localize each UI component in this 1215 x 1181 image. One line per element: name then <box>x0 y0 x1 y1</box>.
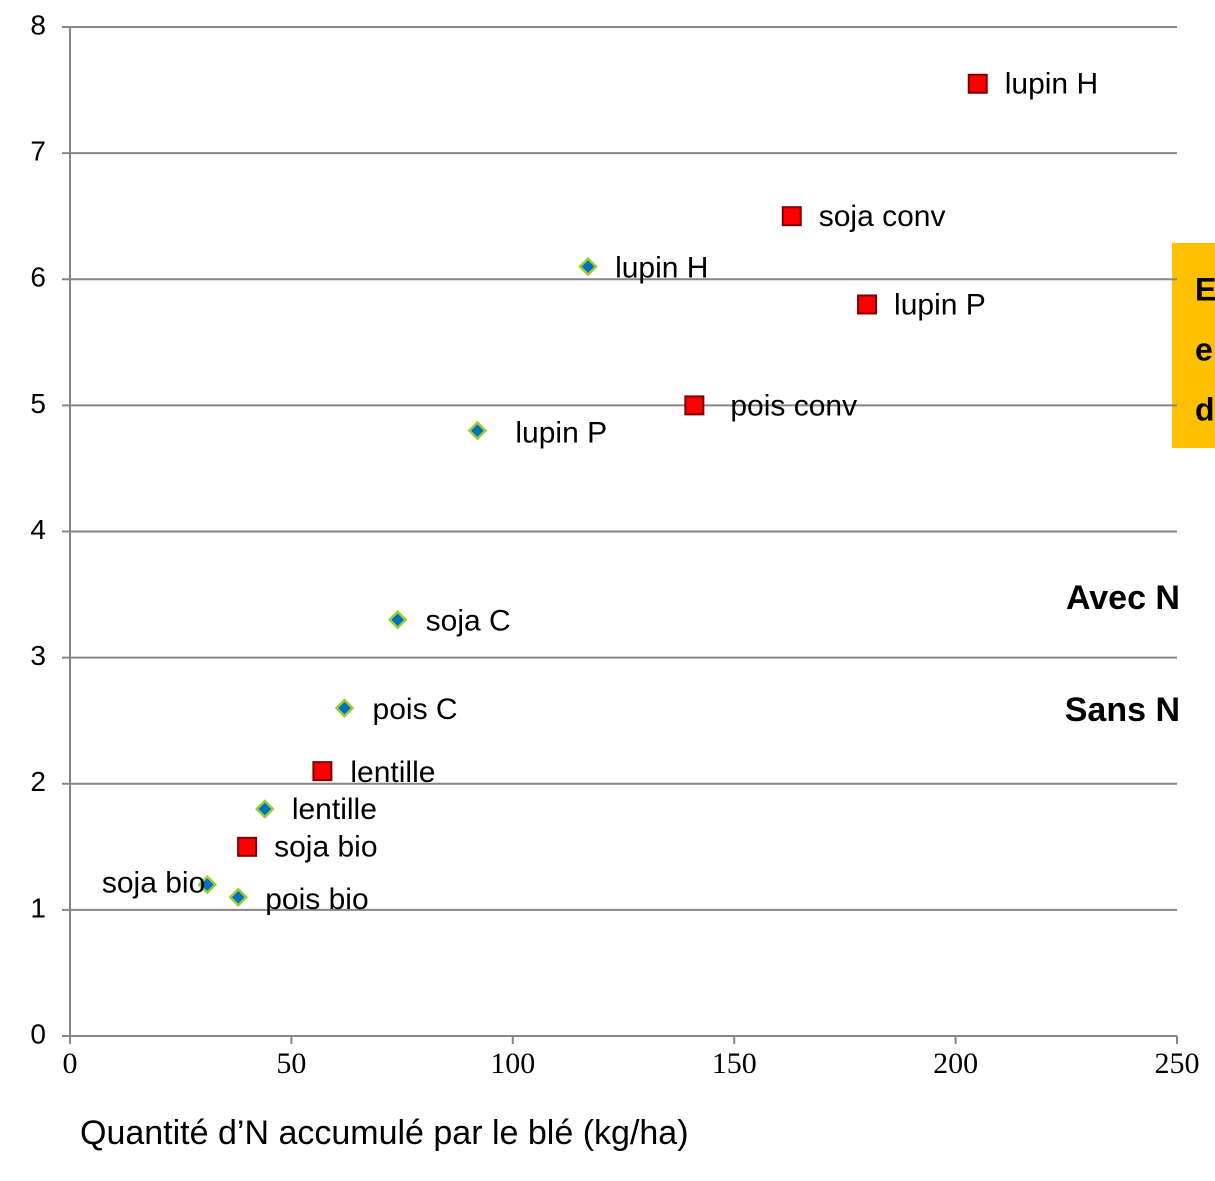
annotation-text: e <box>1195 331 1213 367</box>
marker <box>228 887 249 908</box>
point-label: lentille <box>292 793 377 826</box>
annotation-text: d <box>1195 391 1215 427</box>
y-tick-label: 4 <box>30 514 46 545</box>
x-tick-label: 250 <box>1155 1047 1200 1080</box>
x-tick-label: 200 <box>933 1047 978 1080</box>
y-tick-label: 2 <box>30 766 46 797</box>
point-label: lupin H <box>615 252 708 285</box>
marker <box>312 761 333 782</box>
x-tick-label: 50 <box>276 1047 306 1080</box>
point-label: lupin H <box>1005 68 1098 101</box>
y-tick-label: 1 <box>30 892 46 923</box>
point-label: lupin P <box>515 417 607 450</box>
point-label: soja C <box>426 605 511 638</box>
y-tick-label: 7 <box>30 136 46 167</box>
point-label: lentille <box>350 756 435 789</box>
marker <box>255 799 275 819</box>
series-name: Avec N <box>1066 579 1180 617</box>
point-label: soja bio <box>274 831 377 864</box>
marker <box>467 420 488 441</box>
point-label: pois C <box>373 693 458 726</box>
annotation-text: E <box>1195 271 1215 307</box>
x-tick-label: 100 <box>490 1047 535 1080</box>
y-tick-label: 0 <box>30 1018 46 1049</box>
marker <box>781 206 802 227</box>
marker <box>857 294 878 315</box>
x-tick-label: 0 <box>63 1047 78 1080</box>
marker <box>197 874 218 895</box>
y-tick-label: 6 <box>30 262 46 293</box>
y-tick-label: 8 <box>30 9 46 40</box>
annotation-box <box>1172 243 1215 448</box>
x-axis-label: Quantité d’N accumulé par le blé (kg/ha) <box>80 1114 689 1152</box>
point-label: soja bio <box>102 867 205 900</box>
point-label: lupin P <box>894 288 986 321</box>
y-tick-label: 5 <box>30 388 46 419</box>
y-tick-label: 3 <box>30 640 46 671</box>
x-tick-label: 150 <box>712 1047 757 1080</box>
point-label: pois conv <box>730 389 857 422</box>
marker <box>237 836 258 857</box>
marker <box>684 395 705 416</box>
marker <box>578 256 598 277</box>
marker <box>967 73 988 94</box>
series-name: Sans N <box>1065 691 1180 729</box>
marker <box>334 698 355 718</box>
point-label: soja conv <box>819 200 946 233</box>
marker <box>387 610 408 630</box>
point-label: pois bio <box>265 883 368 916</box>
